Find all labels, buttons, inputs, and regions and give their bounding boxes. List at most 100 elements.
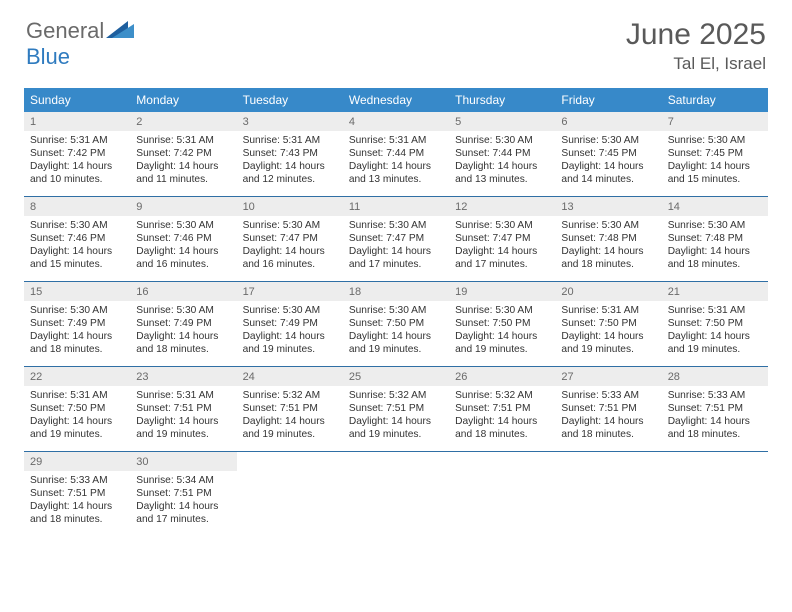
sunset-time: Sunset: 7:42 PM (30, 147, 124, 160)
daylight-duration: Daylight: 14 hours (561, 415, 655, 428)
calendar-day-cell: 15Sunrise: 5:30 AMSunset: 7:49 PMDayligh… (24, 282, 130, 366)
daylight-duration: and 15 minutes. (30, 258, 124, 271)
day-number: 9 (130, 197, 236, 216)
calendar-day-cell: 12Sunrise: 5:30 AMSunset: 7:47 PMDayligh… (449, 197, 555, 281)
daylight-duration: and 17 minutes. (136, 513, 230, 526)
daylight-duration: Daylight: 14 hours (136, 415, 230, 428)
day-number: 4 (343, 112, 449, 131)
daylight-duration: Daylight: 14 hours (243, 160, 337, 173)
day-number: 16 (130, 282, 236, 301)
daylight-duration: and 19 minutes. (30, 428, 124, 441)
day-details: Sunrise: 5:30 AMSunset: 7:45 PMDaylight:… (555, 131, 661, 191)
day-number: 24 (237, 367, 343, 386)
empty-day-cell (662, 452, 768, 536)
calendar-day-cell: 17Sunrise: 5:30 AMSunset: 7:49 PMDayligh… (237, 282, 343, 366)
day-details: Sunrise: 5:33 AMSunset: 7:51 PMDaylight:… (555, 386, 661, 446)
daylight-duration: and 13 minutes. (349, 173, 443, 186)
brand-part2: Blue (26, 44, 70, 69)
daylight-duration: and 19 minutes. (243, 428, 337, 441)
daylight-duration: Daylight: 14 hours (243, 245, 337, 258)
sunrise-time: Sunrise: 5:32 AM (349, 389, 443, 402)
sunset-time: Sunset: 7:47 PM (243, 232, 337, 245)
calendar-grid: SundayMondayTuesdayWednesdayThursdayFrid… (24, 88, 768, 536)
day-number: 7 (662, 112, 768, 131)
daylight-duration: Daylight: 14 hours (668, 160, 762, 173)
sunset-time: Sunset: 7:47 PM (455, 232, 549, 245)
day-details: Sunrise: 5:30 AMSunset: 7:46 PMDaylight:… (130, 216, 236, 276)
daylight-duration: and 19 minutes. (243, 343, 337, 356)
sunrise-time: Sunrise: 5:30 AM (455, 134, 549, 147)
sunrise-time: Sunrise: 5:30 AM (349, 219, 443, 232)
daylight-duration: Daylight: 14 hours (136, 245, 230, 258)
sunrise-time: Sunrise: 5:31 AM (243, 134, 337, 147)
empty-day-cell (449, 452, 555, 536)
sunrise-time: Sunrise: 5:33 AM (668, 389, 762, 402)
day-details: Sunrise: 5:30 AMSunset: 7:49 PMDaylight:… (24, 301, 130, 361)
sunset-time: Sunset: 7:50 PM (349, 317, 443, 330)
day-details: Sunrise: 5:34 AMSunset: 7:51 PMDaylight:… (130, 471, 236, 531)
sunrise-time: Sunrise: 5:32 AM (243, 389, 337, 402)
daylight-duration: and 17 minutes. (455, 258, 549, 271)
daylight-duration: and 18 minutes. (668, 428, 762, 441)
sunset-time: Sunset: 7:51 PM (136, 402, 230, 415)
daylight-duration: Daylight: 14 hours (136, 330, 230, 343)
sunset-time: Sunset: 7:50 PM (30, 402, 124, 415)
page-header: GeneralBlue June 2025 Tal El, Israel (0, 0, 792, 82)
daylight-duration: and 16 minutes. (243, 258, 337, 271)
sunrise-time: Sunrise: 5:31 AM (349, 134, 443, 147)
daylight-duration: and 13 minutes. (455, 173, 549, 186)
weekday-header: Wednesday (343, 88, 449, 112)
sunset-time: Sunset: 7:51 PM (349, 402, 443, 415)
calendar-week-row: 1Sunrise: 5:31 AMSunset: 7:42 PMDaylight… (24, 112, 768, 196)
daylight-duration: Daylight: 14 hours (136, 500, 230, 513)
sunset-time: Sunset: 7:49 PM (243, 317, 337, 330)
daylight-duration: and 18 minutes. (668, 258, 762, 271)
calendar-day-cell: 22Sunrise: 5:31 AMSunset: 7:50 PMDayligh… (24, 367, 130, 451)
day-number: 6 (555, 112, 661, 131)
brand-logo: GeneralBlue (26, 18, 134, 70)
calendar-day-cell: 29Sunrise: 5:33 AMSunset: 7:51 PMDayligh… (24, 452, 130, 536)
triangle-icon (104, 18, 134, 43)
calendar-day-cell: 3Sunrise: 5:31 AMSunset: 7:43 PMDaylight… (237, 112, 343, 196)
sunset-time: Sunset: 7:51 PM (668, 402, 762, 415)
daylight-duration: Daylight: 14 hours (561, 245, 655, 258)
calendar-day-cell: 6Sunrise: 5:30 AMSunset: 7:45 PMDaylight… (555, 112, 661, 196)
daylight-duration: Daylight: 14 hours (561, 330, 655, 343)
day-details: Sunrise: 5:31 AMSunset: 7:50 PMDaylight:… (662, 301, 768, 361)
daylight-duration: Daylight: 14 hours (455, 160, 549, 173)
weekday-header: Saturday (662, 88, 768, 112)
calendar-day-cell: 10Sunrise: 5:30 AMSunset: 7:47 PMDayligh… (237, 197, 343, 281)
sunset-time: Sunset: 7:45 PM (668, 147, 762, 160)
sunrise-time: Sunrise: 5:30 AM (561, 219, 655, 232)
sunrise-time: Sunrise: 5:30 AM (136, 304, 230, 317)
weekday-header: Monday (130, 88, 236, 112)
day-details: Sunrise: 5:30 AMSunset: 7:48 PMDaylight:… (662, 216, 768, 276)
day-number: 30 (130, 452, 236, 471)
calendar-week-row: 22Sunrise: 5:31 AMSunset: 7:50 PMDayligh… (24, 366, 768, 451)
day-number: 27 (555, 367, 661, 386)
day-details: Sunrise: 5:30 AMSunset: 7:50 PMDaylight:… (449, 301, 555, 361)
sunset-time: Sunset: 7:51 PM (243, 402, 337, 415)
daylight-duration: and 11 minutes. (136, 173, 230, 186)
day-details: Sunrise: 5:30 AMSunset: 7:48 PMDaylight:… (555, 216, 661, 276)
calendar-day-cell: 9Sunrise: 5:30 AMSunset: 7:46 PMDaylight… (130, 197, 236, 281)
day-details: Sunrise: 5:31 AMSunset: 7:42 PMDaylight:… (24, 131, 130, 191)
daylight-duration: Daylight: 14 hours (561, 160, 655, 173)
daylight-duration: and 18 minutes. (30, 513, 124, 526)
daylight-duration: Daylight: 14 hours (30, 160, 124, 173)
sunrise-time: Sunrise: 5:30 AM (668, 219, 762, 232)
day-number: 22 (24, 367, 130, 386)
sunrise-time: Sunrise: 5:30 AM (243, 304, 337, 317)
sunset-time: Sunset: 7:50 PM (668, 317, 762, 330)
sunrise-time: Sunrise: 5:34 AM (136, 474, 230, 487)
calendar-day-cell: 30Sunrise: 5:34 AMSunset: 7:51 PMDayligh… (130, 452, 236, 536)
day-number: 12 (449, 197, 555, 216)
daylight-duration: Daylight: 14 hours (455, 415, 549, 428)
day-details: Sunrise: 5:30 AMSunset: 7:44 PMDaylight:… (449, 131, 555, 191)
sunrise-time: Sunrise: 5:30 AM (30, 219, 124, 232)
calendar-day-cell: 23Sunrise: 5:31 AMSunset: 7:51 PMDayligh… (130, 367, 236, 451)
sunset-time: Sunset: 7:44 PM (349, 147, 443, 160)
title-block: June 2025 Tal El, Israel (626, 18, 766, 74)
day-details: Sunrise: 5:30 AMSunset: 7:45 PMDaylight:… (662, 131, 768, 191)
calendar-week-row: 29Sunrise: 5:33 AMSunset: 7:51 PMDayligh… (24, 451, 768, 536)
